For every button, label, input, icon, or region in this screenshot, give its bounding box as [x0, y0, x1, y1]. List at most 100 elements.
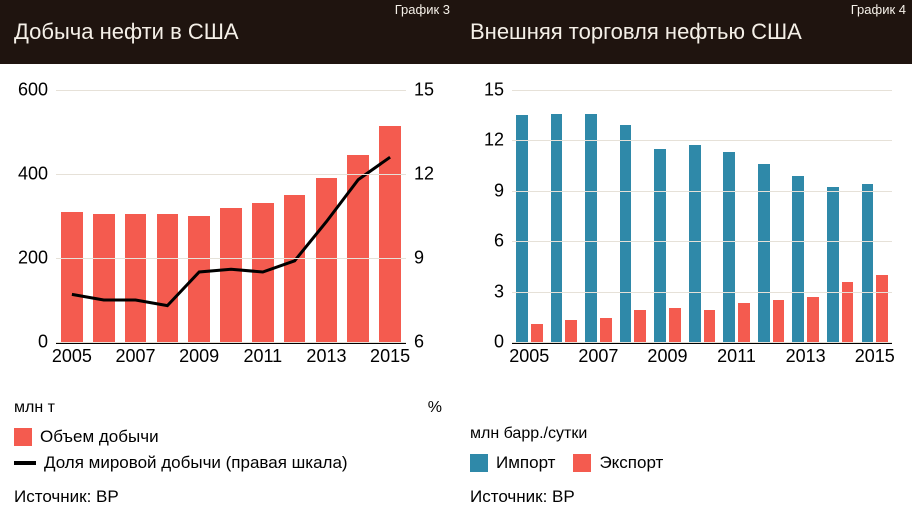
x-tick: 2007 [578, 342, 618, 367]
bar [551, 114, 563, 342]
x-tick: 2013 [306, 342, 346, 367]
bar [654, 149, 666, 342]
bar-slot [754, 90, 789, 342]
gridline [56, 342, 406, 343]
bar [807, 297, 819, 342]
legend-left: Объем добычи Доля мировой добычи (правая … [14, 427, 442, 473]
bar [634, 310, 646, 342]
y-left-label: млн т [14, 399, 55, 417]
legend-item: Экспорт [573, 453, 663, 473]
bar [565, 320, 577, 342]
badge-right: График 4 [845, 0, 912, 19]
header-left: Добыча нефти в США График 3 [0, 0, 456, 64]
x-tick: 2013 [786, 342, 826, 367]
gridline [512, 292, 892, 293]
legend-item: Объем добычи [14, 427, 159, 447]
x-tick: 2007 [116, 342, 156, 367]
source-right: Источник: BP [470, 487, 898, 507]
y-right-tick: 9 [406, 248, 424, 269]
bar [862, 184, 874, 342]
legend-right: Импорт Экспорт [470, 453, 898, 473]
plot-zone-right: 03691215200520072009201120132015 [456, 64, 912, 423]
gridline [512, 90, 892, 91]
bar-slot [581, 90, 616, 342]
y-right-tick: 15 [406, 80, 434, 101]
bar [792, 176, 804, 342]
bars-right [512, 90, 892, 342]
bar-slot [823, 90, 858, 342]
bar [723, 152, 735, 342]
bar [516, 115, 528, 342]
gridline [56, 174, 406, 175]
y-tick: 9 [494, 180, 512, 201]
below-left: млн т % Объем добычи Доля мировой добычи … [0, 397, 456, 507]
x-tick: 2011 [243, 342, 282, 367]
below-right: млн барр./сутки Импорт Экспорт Источник: … [456, 423, 912, 507]
header-right: Внешняя торговля нефтью США График 4 [456, 0, 912, 64]
panel-left: Добыча нефти в США График 3 020040060069… [0, 0, 456, 507]
bar [620, 125, 632, 342]
bar [689, 145, 701, 342]
source-left: Источник: BP [14, 487, 442, 507]
bar-slot [857, 90, 892, 342]
gridline [512, 241, 892, 242]
x-tick: 2009 [179, 342, 219, 367]
x-tick: 2015 [370, 342, 410, 367]
legend-label: Импорт [496, 453, 555, 473]
y-left-tick: 200 [18, 248, 56, 269]
bar [773, 300, 785, 342]
y-left-tick: 600 [18, 80, 56, 101]
bar-slot [547, 90, 582, 342]
badge-left: График 3 [389, 0, 456, 19]
x-tick: 2005 [509, 342, 549, 367]
legend-box-swatch [470, 454, 488, 472]
chart-left: 0200400600691215200520072009201120132015 [56, 90, 406, 344]
bar [842, 282, 854, 342]
gridline [512, 140, 892, 141]
legend-box-swatch [573, 454, 591, 472]
legend-item: Импорт [470, 453, 555, 473]
y-tick: 6 [494, 231, 512, 252]
gridline [56, 258, 406, 259]
bar-slot [650, 90, 685, 342]
y-tick: 3 [494, 281, 512, 302]
bar-slot [788, 90, 823, 342]
bar [531, 324, 543, 342]
bar [669, 308, 681, 342]
gridline [512, 191, 892, 192]
legend-label: Экспорт [599, 453, 663, 473]
bar [704, 310, 716, 342]
bar [600, 318, 612, 342]
chart-right: 03691215200520072009201120132015 [512, 90, 892, 344]
bar [585, 114, 597, 342]
title-right: Внешняя торговля нефтью США [470, 19, 802, 45]
legend-box-swatch [14, 428, 32, 446]
y-tick: 15 [484, 80, 512, 101]
bar [738, 303, 750, 342]
bar-slot [685, 90, 720, 342]
legend-line-swatch [14, 461, 36, 465]
bar [876, 275, 888, 342]
legend-label: Объем добычи [40, 427, 159, 447]
bar [827, 187, 839, 342]
y-right-tick: 12 [406, 164, 434, 185]
legend-label: Доля мировой добычи (правая шкала) [44, 453, 348, 473]
bar-slot [616, 90, 651, 342]
y-tick: 12 [484, 130, 512, 151]
panel-right: Внешняя торговля нефтью США График 4 036… [456, 0, 912, 507]
y-label-right-chart: млн барр./сутки [470, 425, 587, 443]
bar-slot [719, 90, 754, 342]
plot-zone-left: 0200400600691215200520072009201120132015 [0, 64, 456, 397]
title-left: Добыча нефти в США [14, 19, 239, 45]
x-tick: 2005 [52, 342, 92, 367]
legend-item: Доля мировой добычи (правая шкала) [14, 453, 348, 473]
line-left [56, 90, 406, 342]
charts-pair: Добыча нефти в США График 3 020040060069… [0, 0, 912, 507]
x-tick: 2009 [647, 342, 687, 367]
gridline [512, 342, 892, 343]
y-right-label: % [428, 399, 442, 417]
bar-slot [512, 90, 547, 342]
y-left-tick: 400 [18, 164, 56, 185]
x-tick: 2015 [855, 342, 895, 367]
x-tick: 2011 [717, 342, 756, 367]
